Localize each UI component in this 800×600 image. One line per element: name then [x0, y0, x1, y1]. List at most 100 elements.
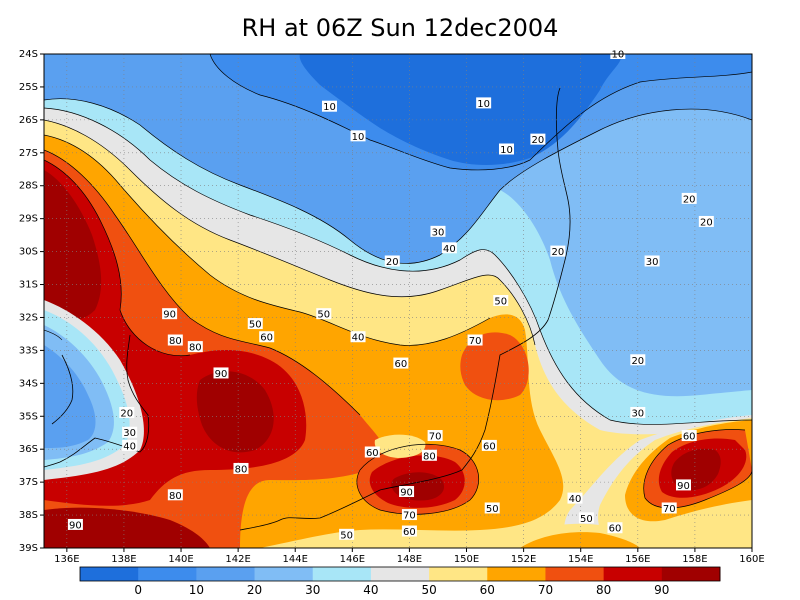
contour-label: 20	[698, 215, 714, 228]
colorbar-swatch	[312, 567, 372, 581]
contour-label-text: 70	[663, 504, 676, 515]
contour-label-text: 10	[323, 102, 336, 113]
latitude-axis: 24S 25S 26S 27S 28S 29S 30S 31S 32S 33S 34S 35S 36S 3…	[19, 49, 44, 554]
contour-label-text: 20	[683, 194, 696, 205]
contour-label: 90	[162, 308, 178, 321]
lon-tick-label: 154E	[568, 554, 593, 565]
lon-tick-label: 158E	[682, 554, 707, 565]
state-border	[44, 329, 63, 341]
contour-label-text: 80	[169, 336, 182, 347]
contour-label-text: 90	[69, 520, 82, 531]
lon-tick-label: 148E	[397, 554, 422, 565]
colorbar-label: 50	[421, 583, 436, 597]
contour-label-text: 60	[394, 359, 407, 370]
contour-label: 90	[67, 518, 83, 531]
lat-tick-label: 38S	[19, 510, 38, 521]
lon-tick-label: 144E	[283, 554, 308, 565]
colorbar: 0 10 20 30 40 50 60 70 80 90	[79, 566, 721, 597]
contour-label: 60	[393, 357, 409, 370]
band-above-90-west	[44, 170, 102, 322]
lat-tick-label: 30S	[19, 247, 38, 258]
contour-label-text: 80	[423, 451, 436, 462]
coastline-gulf	[44, 334, 150, 468]
contour-label-text: 20	[700, 217, 713, 228]
contour-label: 50	[339, 528, 355, 541]
contour-label: 60	[681, 430, 697, 443]
contour-label-text: 50	[340, 530, 353, 541]
contour-label-text: 20	[631, 356, 644, 367]
contour-label-text: 70	[469, 336, 482, 347]
contour-label: 30	[122, 426, 138, 439]
contour-label: 60	[481, 439, 497, 452]
lat-tick-label: 36S	[19, 444, 38, 455]
colorbar-label: 40	[363, 583, 378, 597]
contour-label: 40	[350, 331, 366, 344]
contour-label: 60	[259, 331, 275, 344]
colorbar-label: 10	[189, 583, 204, 597]
contour-label-text: 80	[169, 491, 182, 502]
contour-label: 40	[122, 439, 138, 452]
contour-label-text: 60	[403, 527, 416, 538]
lat-tick-label: 25S	[19, 82, 38, 93]
lat-tick-label: 28S	[19, 181, 38, 192]
lon-tick-label: 138E	[111, 554, 136, 565]
lat-tick-label: 26S	[19, 115, 38, 126]
contour-label-text: 10	[352, 132, 365, 143]
contour-label-text: 50	[580, 514, 593, 525]
contour-label-text: 30	[123, 428, 136, 439]
contour-label: 70	[427, 430, 443, 443]
contour-label: 70	[661, 502, 677, 515]
coastline	[239, 87, 571, 531]
contour-label: 80	[167, 489, 183, 502]
lat-tick-label: 24S	[19, 49, 38, 60]
band-60-70-patch	[374, 434, 426, 458]
contour-label: 20	[550, 245, 566, 258]
contour-label: 30	[430, 225, 446, 238]
contour-label-text: 40	[352, 333, 365, 344]
contour-label: 80	[233, 462, 249, 475]
plot-frame	[43, 53, 753, 549]
contour-label-text: 80	[235, 464, 248, 475]
contour-label-text: 40	[443, 244, 456, 255]
band-sw-dry-4	[44, 345, 96, 448]
map-title: RH at 06Z Sun 12dec2004	[241, 14, 559, 42]
colorbar-swatch	[254, 567, 314, 581]
contour-label: 40	[441, 242, 457, 255]
contour-label: 50	[484, 502, 500, 515]
contour-label: 90	[399, 486, 415, 499]
colorbar-swatch	[545, 567, 605, 581]
contour-label: 20	[630, 354, 646, 367]
contour-label-text: 60	[366, 448, 379, 459]
contour-label-text: 60	[260, 333, 273, 344]
map-plot-area	[44, 54, 752, 548]
lat-tick-label: 39S	[19, 543, 38, 554]
band-bottom-east-2	[520, 532, 640, 548]
contour-labels: 10 10 10 10 10 20 20 20 20 20 20 20 30 30 30 30 40 40 40 40…	[67, 48, 714, 541]
contour-label-text: 20	[532, 135, 545, 146]
contour-label-text: 10	[477, 99, 490, 110]
colorbar-label: 90	[654, 583, 669, 597]
contour-label-text: 50	[486, 504, 499, 515]
contour-label-text: 90	[215, 369, 228, 380]
contour-label-text: 60	[683, 432, 696, 443]
contour-label-text: 50	[494, 297, 507, 308]
contour-label: 20	[119, 406, 135, 419]
contour-label-text: 70	[403, 511, 416, 522]
lat-tick-label: 29S	[19, 214, 38, 225]
contour-label: 30	[644, 255, 660, 268]
contour-label-text: 20	[552, 247, 565, 258]
contour-label-text: 80	[189, 343, 202, 354]
contour-label-text: 60	[483, 441, 496, 452]
contour-label: 80	[187, 341, 203, 354]
coastline-gulf-2	[51, 354, 74, 425]
contour-label: 20	[681, 192, 697, 205]
colorbar-swatch	[487, 567, 546, 581]
colorbar-swatch	[661, 567, 721, 581]
lat-tick-label: 34S	[19, 378, 38, 389]
lat-tick-label: 31S	[19, 280, 38, 291]
contour-label: 60	[401, 525, 417, 538]
colorbar-label: 20	[247, 583, 262, 597]
contour-label: 80	[421, 449, 437, 462]
longitude-axis: 136E 138E 140E 142E 144E 146E 148E 150E 152E 154E…	[54, 548, 765, 565]
contour-label: 90	[675, 479, 691, 492]
